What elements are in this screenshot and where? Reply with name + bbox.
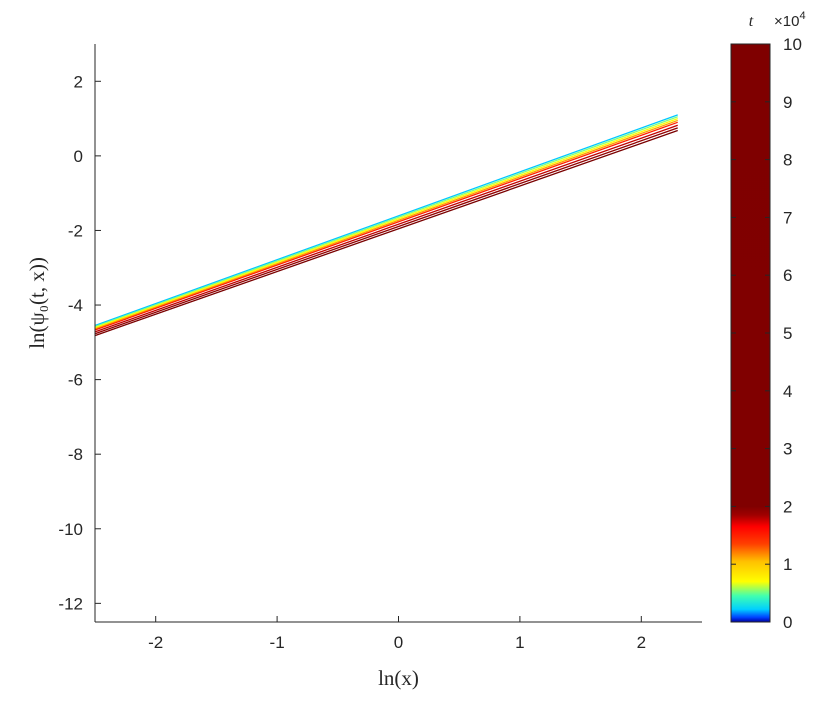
colorbar-tick-label: 6: [783, 266, 792, 285]
colorbar-tick-label: 1: [783, 555, 792, 574]
x-tick-label: 1: [515, 633, 524, 652]
x-tick-label: 2: [637, 633, 646, 652]
y-tick-label: 2: [74, 72, 83, 91]
colorbar-tick-label: 2: [783, 497, 792, 516]
series-line: [94, 116, 678, 328]
y-tick-label: 0: [74, 147, 83, 166]
colorbar-tick-label: 3: [783, 440, 792, 459]
x-tick-label: -2: [148, 633, 163, 652]
y-ticks: 2 0 -2 -4 -6 -8 -10 -12: [58, 72, 101, 613]
y-tick-label: -12: [58, 594, 83, 613]
y-tick-label: -6: [68, 371, 83, 390]
y-axis-label: ln(ψ₀(t, x)): [25, 257, 49, 349]
series-line: [94, 127, 678, 335]
axes-frame: [95, 44, 702, 622]
x-ticks: -2 -1 0 1 2: [148, 616, 646, 652]
y-tick-label: -2: [68, 221, 83, 240]
series-line: [94, 117, 678, 329]
colorbar-ticks: 0 1 2 3 4 5 6 7 8 9 10: [731, 35, 802, 632]
colorbar-tick-label: 7: [783, 208, 792, 227]
colorbar-tick-label: 10: [783, 35, 802, 54]
colorbar-tick-label: 5: [783, 324, 792, 343]
colorbar-exponent-base: ×10: [774, 13, 799, 30]
series-layer: [94, 114, 678, 337]
colorbar-tick-label: 0: [783, 613, 792, 632]
series-line: [94, 119, 678, 330]
colorbar-tick-label: 4: [783, 382, 792, 401]
colorbar-title: t: [749, 13, 754, 30]
x-tick-label: -1: [270, 633, 285, 652]
series-line: [94, 121, 678, 331]
colorbar-tick-label: 8: [783, 151, 792, 170]
colorbar-exponent-power: 4: [799, 10, 805, 22]
x-tick-label: 0: [394, 633, 403, 652]
series-line: [94, 114, 678, 327]
y-tick-label: -8: [68, 445, 83, 464]
y-tick-label: -4: [68, 296, 83, 315]
colorbar-bar: [731, 44, 770, 622]
series-line: [94, 124, 678, 333]
series-line: [94, 129, 678, 337]
colorbar-exponent: ×104: [774, 10, 806, 30]
plot-area: -2 -1 0 1 2 20-2-4-6-8-10-12: [58, 44, 702, 652]
x-axis-label: ln(x): [378, 666, 419, 690]
y-tick-label: -10: [58, 520, 83, 539]
colorbar-tick-label: 9: [783, 93, 792, 112]
